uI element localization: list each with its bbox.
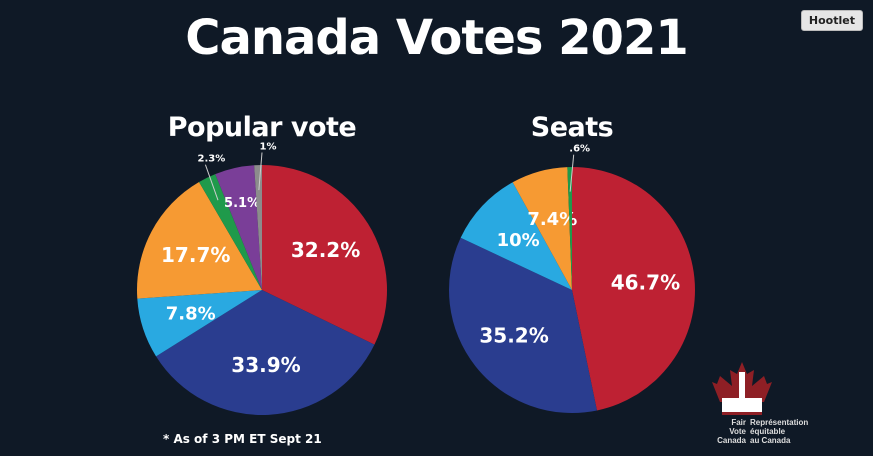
slice-label: .6% <box>569 144 590 155</box>
logo-en-2: Vote <box>729 427 746 436</box>
hootlet-button[interactable]: Hootlet <box>800 10 863 31</box>
popular-vote-title: Popular vote <box>167 112 357 143</box>
slice-label: 2.3% <box>198 154 226 165</box>
pie-slice <box>572 167 695 411</box>
pie-slice <box>449 237 597 413</box>
pie-slice <box>512 167 572 290</box>
slice-label: 7.4% <box>527 209 577 230</box>
slice-label: 33.9% <box>231 353 300 377</box>
maple-leaf-parliament-icon <box>712 362 772 415</box>
pie-slice <box>137 290 262 357</box>
pie-slice <box>567 167 572 290</box>
slice-label: 7.8% <box>166 303 216 324</box>
logo-fr-1: Représentation <box>750 418 809 427</box>
pie-slice <box>215 165 262 290</box>
footnote: * As of 3 PM ET Sept 21 <box>163 432 322 446</box>
pie-slice <box>460 182 572 290</box>
logo-fr-2: équitable <box>750 427 786 436</box>
slice-label: 5.1% <box>224 196 260 211</box>
logo-fr-3: au Canada <box>750 436 791 445</box>
logo-en-1: Fair <box>731 418 746 427</box>
pie-slice <box>254 165 262 290</box>
pie-slice <box>156 290 375 416</box>
slice-label: 32.2% <box>291 238 360 262</box>
page-title: Canada Votes 2021 <box>185 10 689 66</box>
slice-label: 17.7% <box>161 243 230 267</box>
leader-line <box>204 164 219 201</box>
fair-vote-canada-logo: Fair Vote Canada Représentation équitabl… <box>712 362 832 452</box>
pie-slice <box>199 174 262 290</box>
pie-slice <box>262 165 387 345</box>
slice-label: 46.7% <box>611 270 680 294</box>
leader-line <box>569 154 575 192</box>
slice-label: 10% <box>497 230 540 251</box>
logo-en-3: Canada <box>717 436 746 445</box>
pie-slice <box>137 182 262 299</box>
slice-label: 35.2% <box>479 324 548 348</box>
seats-title: Seats <box>530 112 614 143</box>
leader-line <box>258 152 263 191</box>
slice-label: 1% <box>260 142 277 153</box>
